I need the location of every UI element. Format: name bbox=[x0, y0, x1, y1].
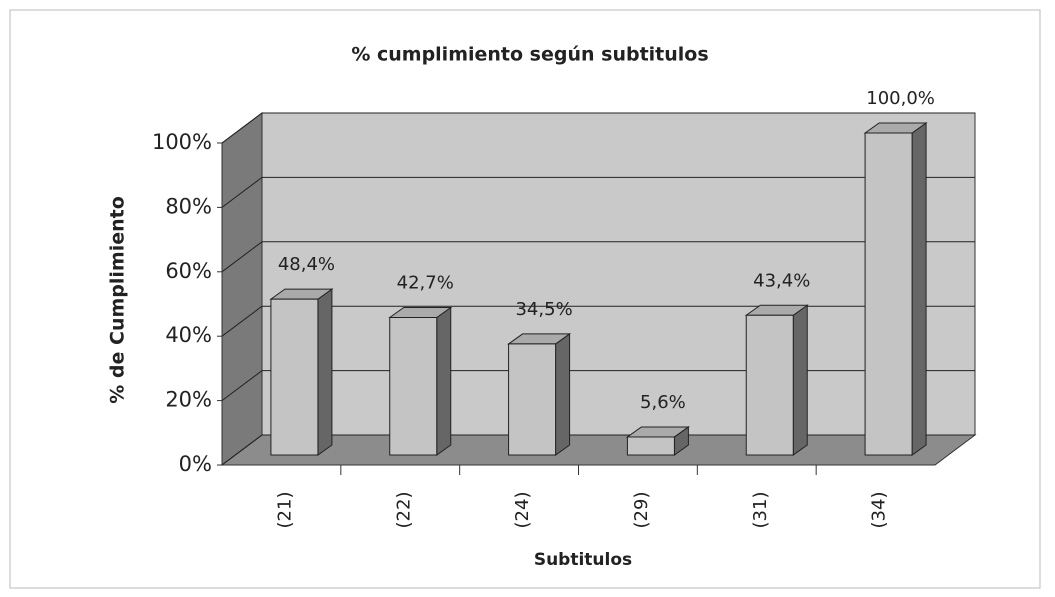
y-tick-label: 60% bbox=[165, 259, 212, 283]
grid-line bbox=[221, 241, 263, 273]
y-tick-label: 20% bbox=[165, 388, 212, 412]
value-label: 34,5% bbox=[515, 299, 572, 320]
floor bbox=[220, 434, 977, 466]
bar-side bbox=[792, 304, 808, 456]
bar bbox=[389, 317, 438, 456]
value-label: 43,4% bbox=[753, 270, 810, 291]
value-label: 48,4% bbox=[278, 254, 335, 275]
bar-side bbox=[911, 122, 927, 456]
x-tick-label: (34) bbox=[869, 492, 890, 529]
grid-line bbox=[221, 434, 263, 466]
y-tick-label: 0% bbox=[179, 452, 212, 476]
bar bbox=[626, 436, 675, 456]
x-tick-label: (21) bbox=[274, 492, 295, 529]
bar bbox=[864, 132, 913, 456]
grid-line bbox=[221, 112, 263, 144]
x-tick-label: (29) bbox=[631, 492, 652, 529]
value-label: 100,0% bbox=[866, 88, 935, 109]
x-tick-label: (22) bbox=[393, 492, 414, 529]
y-tick-label: 100% bbox=[152, 130, 212, 154]
bar-side bbox=[436, 306, 452, 456]
x-axis-label: Subtitulos bbox=[534, 550, 632, 570]
bar bbox=[270, 298, 319, 456]
value-label: 5,6% bbox=[640, 392, 686, 413]
value-label: 42,7% bbox=[397, 273, 454, 294]
bar bbox=[508, 343, 557, 456]
bar bbox=[745, 314, 794, 456]
side-wall bbox=[221, 112, 263, 466]
bar-side bbox=[555, 332, 571, 456]
chart-title: % cumplimiento según subtitulos bbox=[351, 44, 708, 66]
y-tick-label: 40% bbox=[165, 323, 212, 347]
bar-side bbox=[317, 288, 333, 456]
grid-line bbox=[221, 370, 263, 402]
grid-line bbox=[221, 305, 263, 337]
grid-line bbox=[221, 176, 263, 208]
y-axis-label: % de Cumplimiento bbox=[107, 196, 129, 404]
x-tick-label: (24) bbox=[512, 492, 533, 529]
y-tick-label: 80% bbox=[165, 194, 212, 218]
x-tick-label: (31) bbox=[750, 492, 771, 529]
